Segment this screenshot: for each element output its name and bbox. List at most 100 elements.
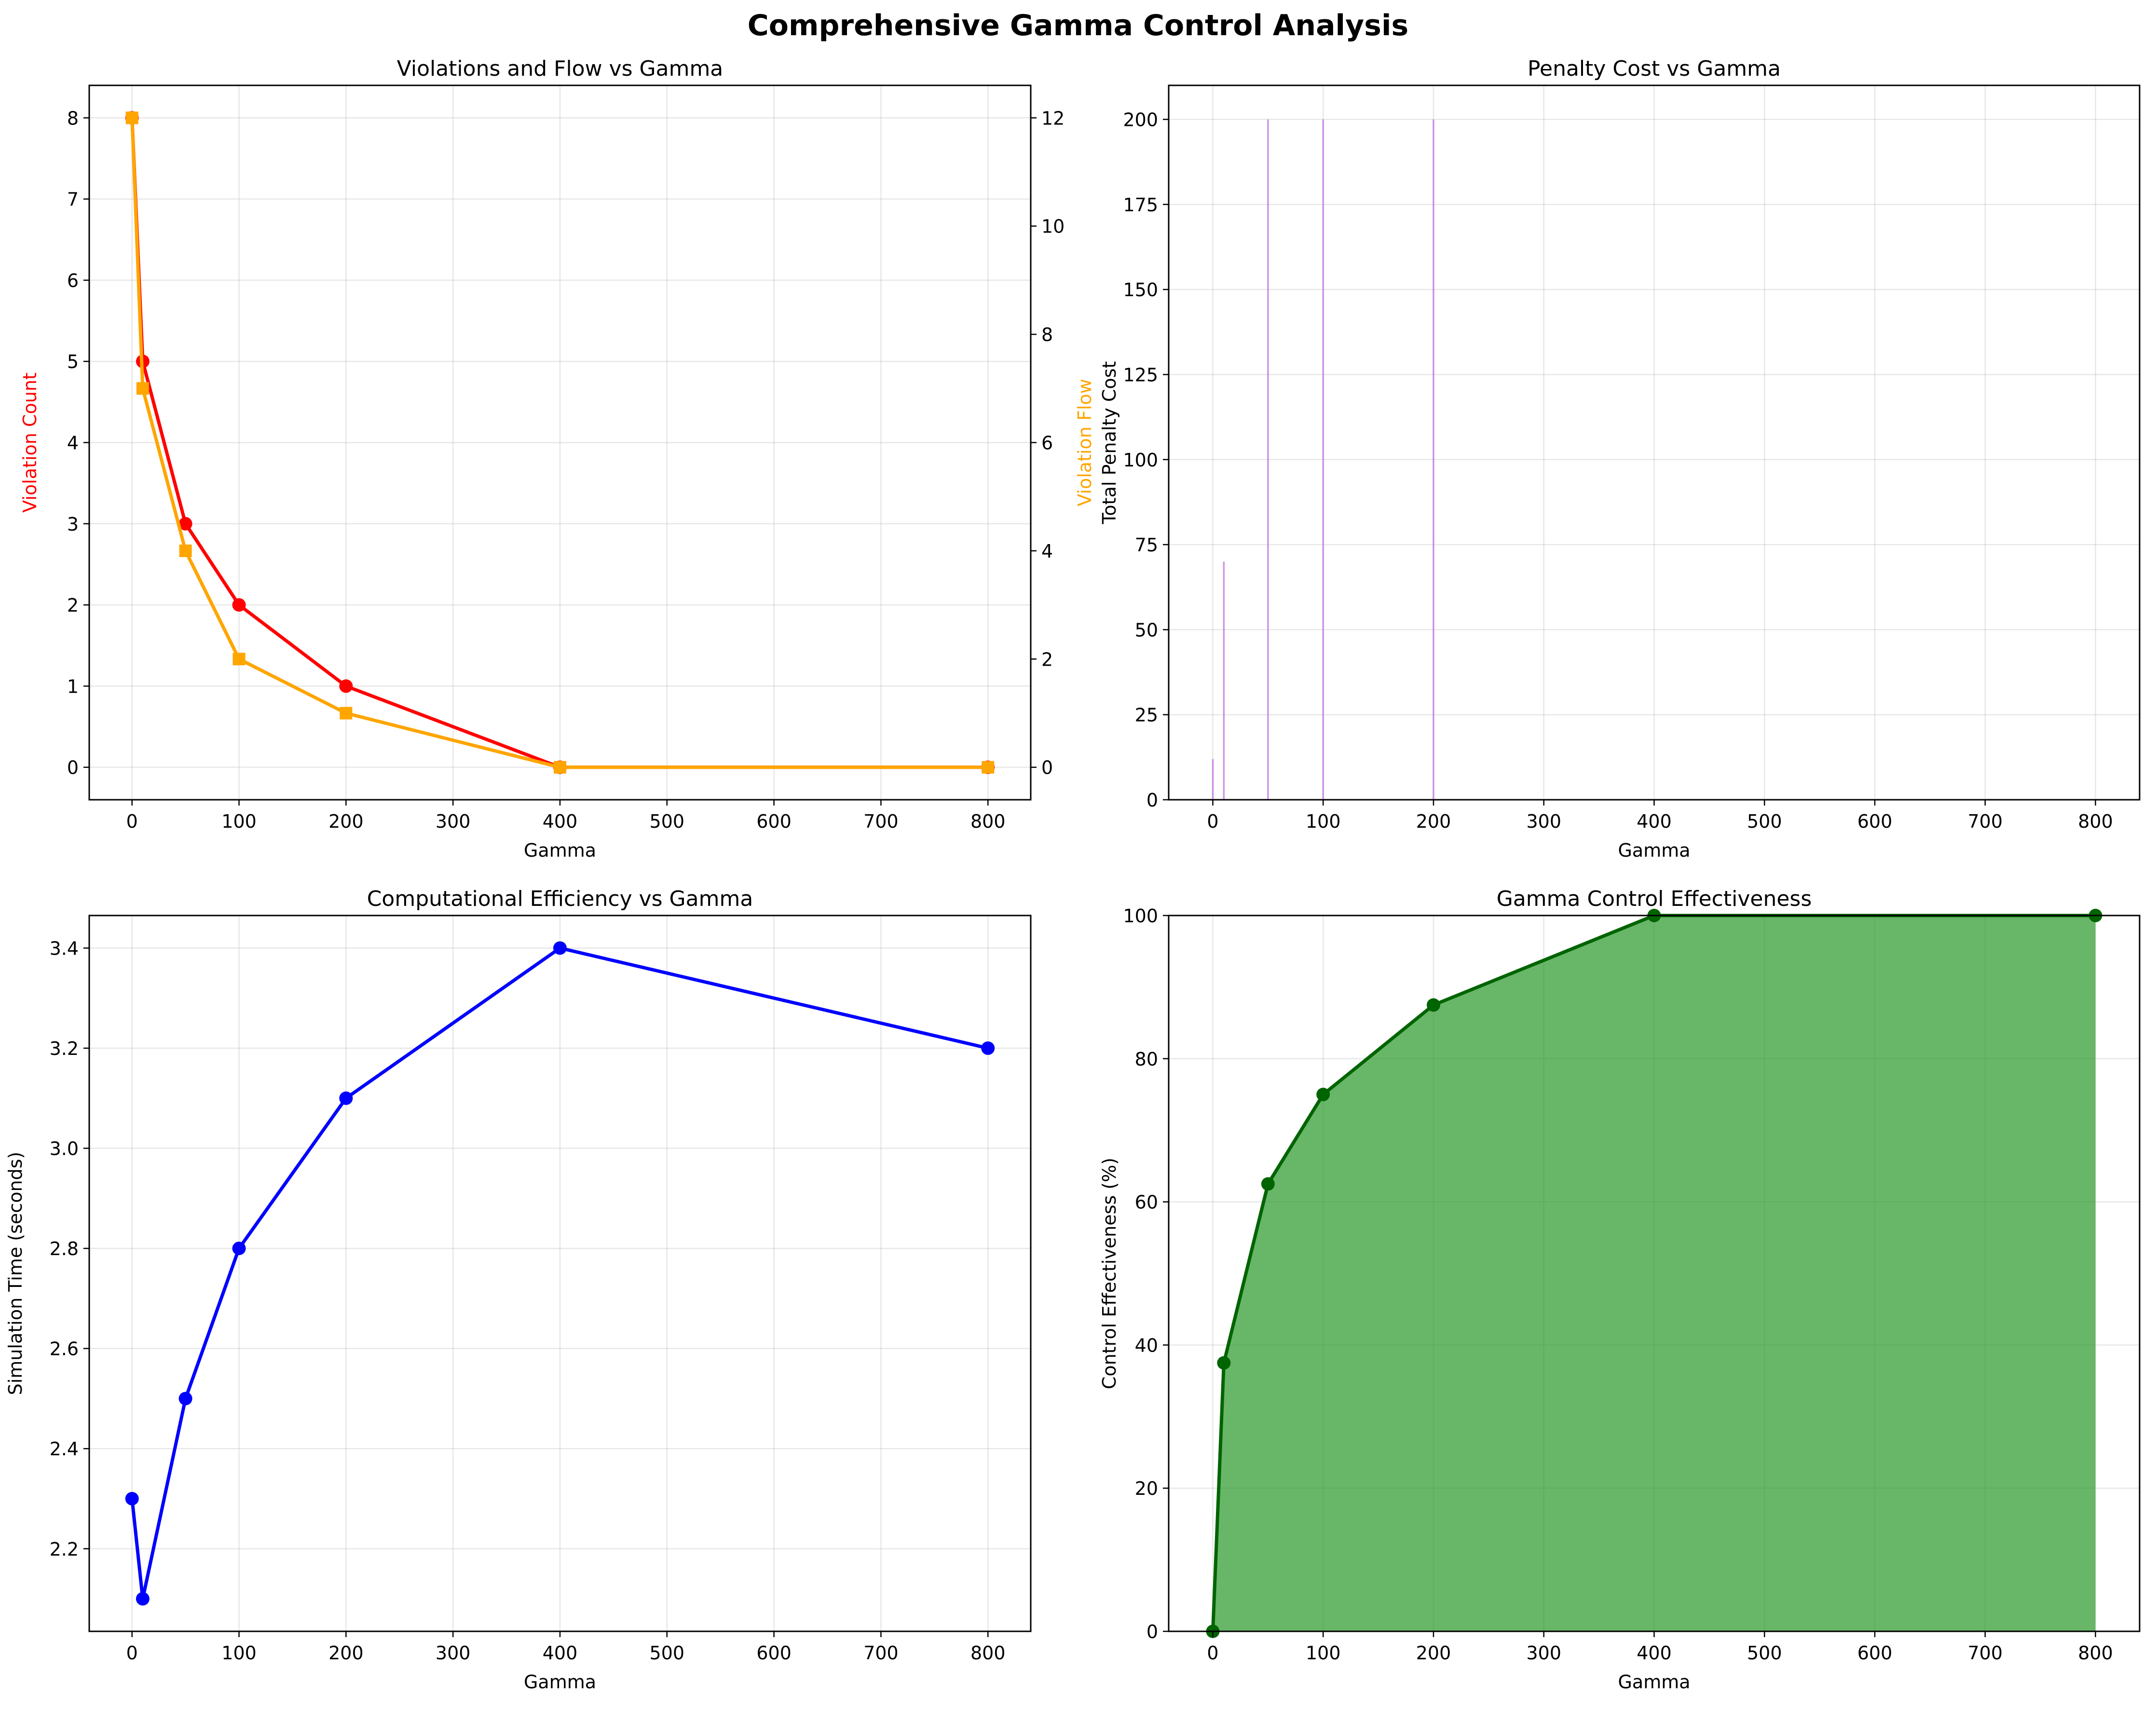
y-tick-label: 3.4	[50, 938, 79, 959]
y-tick-label: 40	[1135, 1335, 1158, 1356]
y-tick-label: 2.2	[50, 1539, 79, 1560]
y-axis-label: Total Penalty Cost	[1099, 361, 1120, 525]
x-tick-label: 400	[1637, 1642, 1672, 1664]
x-tick-label: 0	[126, 1642, 138, 1664]
y-tick-label: 3.2	[50, 1038, 79, 1059]
y-tick-label: 0	[1146, 1621, 1158, 1642]
y-tick-label: 6	[67, 270, 79, 291]
y-axis-label: Control Effectiveness (%)	[1099, 1158, 1120, 1389]
x-tick-label: 800	[2078, 811, 2113, 832]
x-axis-label: Gamma	[524, 840, 596, 861]
y-tick-label: 100	[1123, 905, 1158, 927]
data-point	[232, 1242, 246, 1256]
x-tick-label: 0	[126, 811, 138, 832]
bar	[1223, 561, 1225, 800]
y-tick-label: 200	[1123, 109, 1158, 131]
y-right-tick-label: 10	[1041, 216, 1064, 237]
x-axis-label: Gamma	[524, 1671, 596, 1693]
x-tick-label: 700	[863, 811, 899, 832]
x-tick-label: 400	[543, 811, 578, 832]
data-point	[136, 382, 149, 395]
x-tick-label: 300	[1526, 1642, 1561, 1664]
data-point	[340, 707, 353, 720]
x-tick-label: 800	[970, 1642, 1006, 1664]
y-tick-label: 2.4	[50, 1438, 79, 1460]
x-tick-label: 100	[1306, 1642, 1341, 1664]
x-tick-label: 100	[221, 811, 257, 832]
x-tick-label: 200	[328, 1642, 364, 1664]
x-axis-label: Gamma	[1618, 840, 1690, 861]
x-tick-label: 300	[436, 811, 471, 832]
area-fill	[1213, 916, 2096, 1631]
y-right-tick-label: 4	[1041, 541, 1053, 562]
y-tick-label: 50	[1135, 619, 1158, 641]
y-tick-label: 5	[67, 351, 79, 372]
y-tick-label: 1	[67, 676, 79, 697]
y-tick-label: 175	[1123, 194, 1158, 216]
bar	[1322, 119, 1324, 800]
data-point	[981, 1041, 995, 1055]
data-point	[1217, 1356, 1231, 1370]
y-tick-label: 100	[1123, 450, 1158, 471]
data-point	[136, 1592, 150, 1606]
data-point	[339, 679, 353, 693]
y-tick-label: 7	[67, 189, 79, 210]
x-tick-label: 600	[1857, 1642, 1893, 1664]
x-tick-label: 500	[650, 811, 685, 832]
x-tick-label: 500	[1747, 1642, 1782, 1664]
chart-title: Computational Efficiency vs Gamma	[367, 887, 753, 911]
x-tick-label: 700	[863, 1642, 899, 1664]
x-tick-label: 600	[756, 811, 791, 832]
y-tick-label: 80	[1135, 1049, 1158, 1070]
y-tick-label: 0	[1146, 790, 1158, 811]
x-tick-label: 300	[436, 1642, 471, 1664]
data-point	[232, 653, 246, 666]
y-tick-label: 150	[1123, 279, 1158, 301]
y-tick-label: 2.8	[50, 1238, 79, 1259]
x-tick-label: 400	[543, 1642, 578, 1664]
x-tick-label: 200	[328, 811, 364, 832]
x-tick-label: 400	[1637, 811, 1672, 832]
y-right-tick-label: 0	[1041, 757, 1053, 779]
x-tick-label: 700	[1967, 1642, 2003, 1664]
y-tick-label: 4	[67, 433, 79, 454]
bar	[1433, 119, 1434, 800]
y-right-tick-label: 2	[1041, 649, 1053, 670]
data-point	[125, 111, 138, 124]
chart-title: Penalty Cost vs Gamma	[1528, 56, 1781, 81]
x-tick-label: 0	[1207, 811, 1218, 832]
y-tick-label: 3	[67, 514, 79, 535]
data-point	[178, 1392, 192, 1406]
y-tick-label: 60	[1135, 1192, 1158, 1213]
x-tick-label: 600	[1857, 811, 1893, 832]
chart-penalty-cost: 0 100 200 300 400 500 600 700 800 0 25 50 75 100 125 15…	[1099, 56, 2141, 861]
y-axis-label: Simulation Time (seconds)	[5, 1152, 26, 1395]
x-tick-label: 300	[1526, 811, 1561, 832]
data-point	[1261, 1177, 1275, 1191]
x-tick-label: 200	[1416, 811, 1451, 832]
data-point	[982, 761, 995, 774]
y-tick-label: 25	[1135, 705, 1158, 726]
bar	[1212, 759, 1214, 800]
y-tick-label: 125	[1123, 364, 1158, 385]
x-tick-label: 0	[1207, 1642, 1218, 1664]
y-tick-label: 75	[1135, 534, 1158, 556]
chart-computational-efficiency: 0 100 200 300 400 500 600 700 800 2.2 2.4 2.6 2.8 3.0…	[5, 887, 1032, 1693]
x-tick-label: 200	[1416, 1642, 1451, 1664]
y-tick-label: 8	[67, 108, 79, 129]
x-tick-label: 100	[1306, 811, 1341, 832]
data-point	[553, 941, 567, 955]
y-right-axis-label: Violation Flow	[1074, 379, 1095, 506]
y-tick-label: 2	[67, 595, 79, 616]
data-point	[125, 1491, 139, 1505]
figure-title: Comprehensive Gamma Control Analysis	[747, 9, 1409, 42]
y-tick-label: 2.6	[50, 1339, 79, 1360]
chart-title: Gamma Control Effectiveness	[1497, 887, 1812, 911]
x-tick-label: 500	[650, 1642, 685, 1664]
chart-title: Violations and Flow vs Gamma	[397, 56, 723, 81]
x-tick-label: 800	[2078, 1642, 2113, 1664]
x-tick-label: 500	[1747, 811, 1782, 832]
bar	[1267, 119, 1269, 800]
chart-violations-flow: 0 100 200 300 400 500 600 700 800012345678024681…	[19, 56, 1095, 861]
x-tick-label: 100	[221, 1642, 257, 1664]
